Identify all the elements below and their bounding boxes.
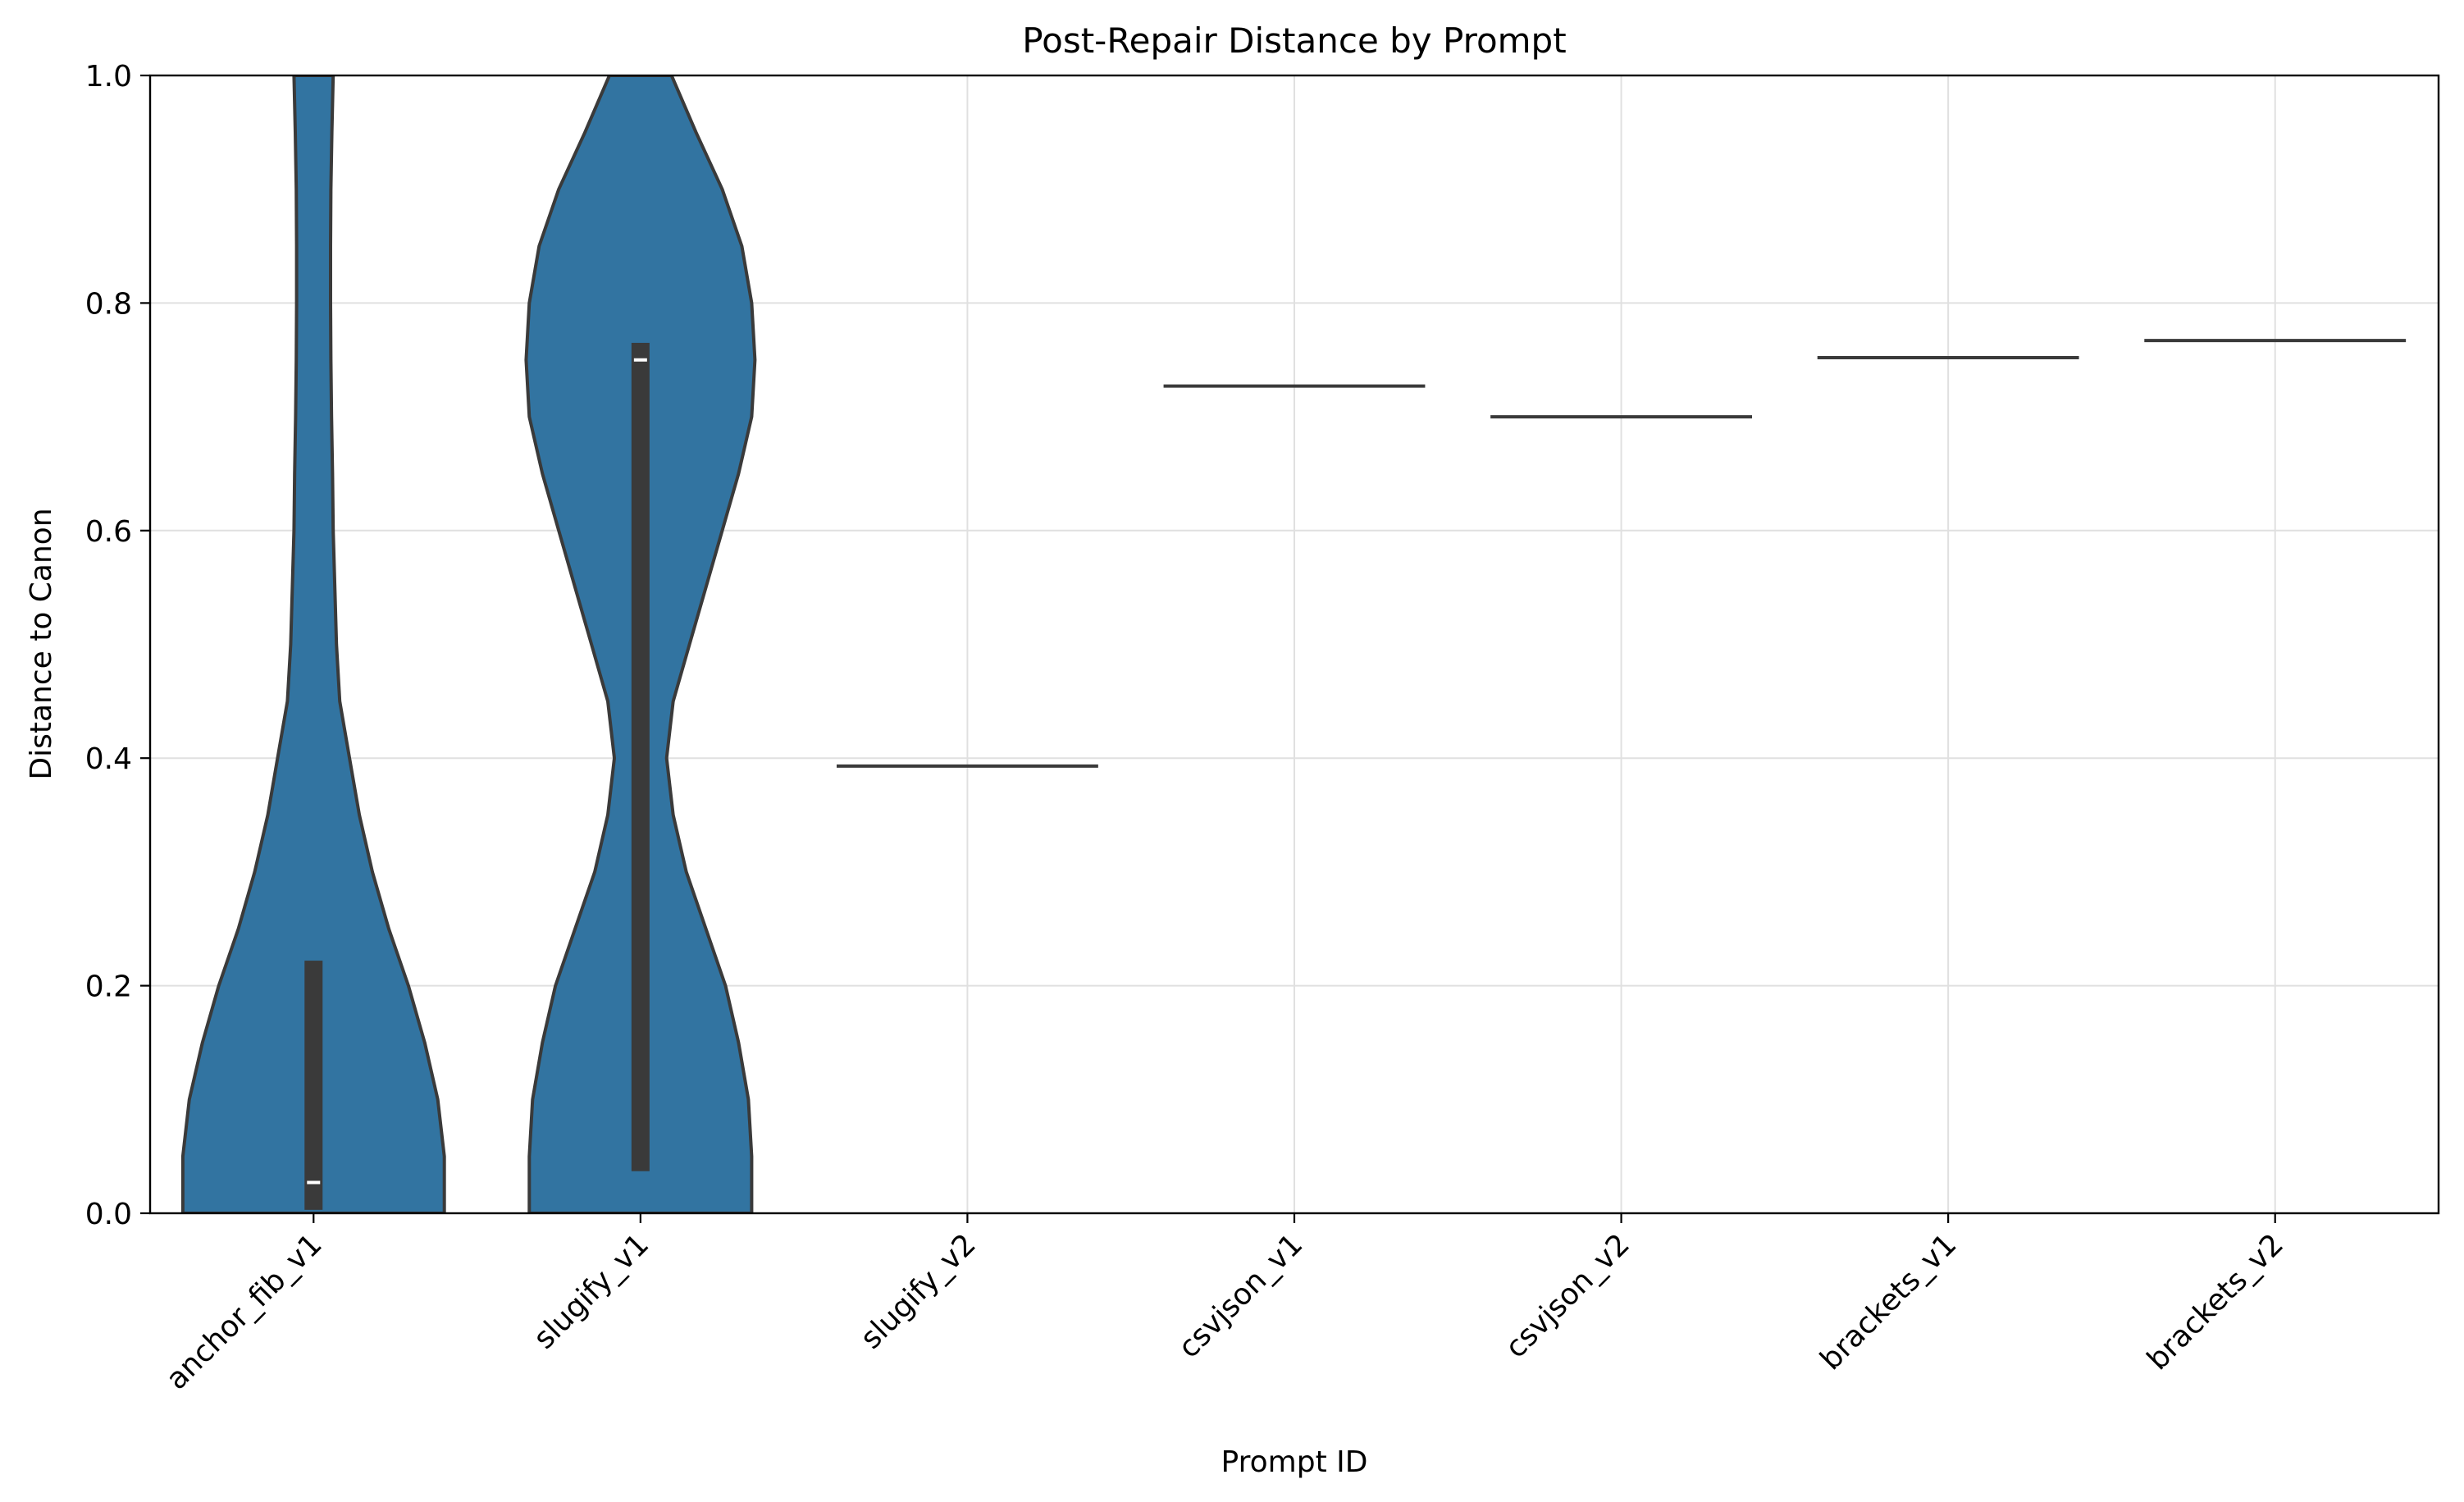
violins xyxy=(180,75,2407,1213)
y-tick-label: 0.4 xyxy=(85,742,132,776)
y-tick-label: 0.8 xyxy=(85,287,132,321)
box-slugify_v1 xyxy=(631,342,650,1171)
chart-title: Post-Repair Distance by Prompt xyxy=(1022,21,1566,61)
y-axis-ticks: 0.0 0.2 0.4 0.6 0.8 1.0 xyxy=(85,60,150,1231)
y-tick-label: 0.0 xyxy=(85,1198,132,1231)
y-tick-label: 0.2 xyxy=(85,970,132,1004)
y-axis-label: Distance to Canon xyxy=(25,508,58,779)
x-axis-label: Prompt ID xyxy=(1221,1445,1368,1479)
y-tick-label: 1.0 xyxy=(85,60,132,94)
box-anchor_fib_v1 xyxy=(304,961,323,1210)
violin-anchor_fib_v1 xyxy=(180,75,446,1213)
y-tick-label: 0.6 xyxy=(85,515,132,549)
